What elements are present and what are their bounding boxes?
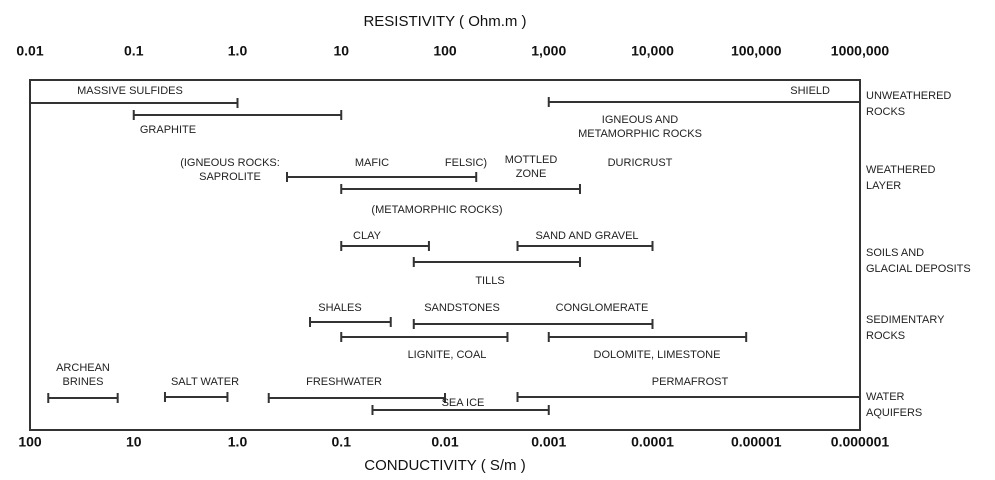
range-bar: [29, 98, 239, 108]
range-label: SEA ICE: [442, 397, 485, 409]
range-bar: [412, 257, 581, 267]
x-tick-label: 1000,000: [831, 43, 890, 59]
annotation: (IGNEOUS ROCKS:: [180, 157, 280, 169]
group-label: AQUIFERS: [866, 407, 922, 419]
annotation: FELSIC): [445, 157, 487, 169]
x2-axis-title: CONDUCTIVITY ( S/m ): [364, 457, 525, 474]
x-tick-label: 0.1: [124, 43, 144, 59]
range-label: GRAPHITE: [140, 124, 196, 136]
range-bar: [547, 97, 861, 107]
x-tick-label: 100,000: [731, 43, 782, 59]
group-label: ROCKS: [866, 330, 905, 342]
range-label: DOLOMITE, LIMESTONE: [594, 349, 721, 361]
range-label: SANDSTONES: [424, 302, 500, 314]
x-tick-label: 1,000: [531, 43, 566, 59]
group-label: SOILS AND: [866, 247, 924, 259]
range-bar: [412, 319, 654, 329]
range-label: ARCHEAN: [56, 362, 110, 374]
annotation: MOTTLED: [505, 154, 558, 166]
range-bar: [286, 172, 478, 182]
range-label: SHALES: [318, 302, 361, 314]
annotation: IGNEOUS AND: [602, 114, 678, 126]
annotation: ZONE: [516, 168, 547, 180]
x2-tick-label: 1.0: [228, 434, 248, 450]
chart-title: RESISTIVITY ( Ohm.m ): [363, 13, 526, 30]
range-bar: [340, 184, 581, 194]
range-bar: [516, 392, 861, 402]
range-label: CLAY: [353, 230, 382, 242]
plot-frame: [29, 79, 861, 431]
range-label: TILLS: [475, 275, 504, 287]
group-label: WEATHERED: [866, 164, 936, 176]
group-label: UNWEATHERED: [866, 90, 951, 102]
x2-tick-label: 0.00001: [731, 434, 782, 450]
x-tick-label: 10: [333, 43, 349, 59]
annotation: DURICRUST: [608, 157, 673, 169]
range-label: MASSIVE SULFIDES: [77, 85, 183, 97]
range-bar: [547, 332, 748, 342]
range-label: SAND AND GRAVEL: [535, 230, 638, 242]
group-label: ROCKS: [866, 106, 905, 118]
range-label: MAFIC: [355, 157, 389, 169]
annotation: METAMORPHIC ROCKS: [578, 128, 702, 140]
x2-tick-label: 10: [126, 434, 142, 450]
range-label: LIGNITE, COAL: [408, 349, 487, 361]
range-bar: [340, 241, 430, 251]
x2-tick-label: 0.1: [332, 434, 352, 450]
group-label: GLACIAL DEPOSITS: [866, 263, 971, 275]
range-label: (METAMORPHIC ROCKS): [371, 204, 502, 216]
range-bar: [267, 393, 446, 403]
x-tick-label: 0.01: [16, 43, 43, 59]
annotation: CONGLOMERATE: [556, 302, 649, 314]
range-bar: [371, 405, 550, 415]
x2-tick-label: 0.01: [431, 434, 458, 450]
group-label: SEDIMENTARY: [866, 314, 945, 326]
range-label: PERMAFROST: [652, 376, 729, 388]
annotation: SAPROLITE: [199, 171, 261, 183]
x-tick-label: 1.0: [228, 43, 248, 59]
range-bar: [47, 393, 119, 403]
x-tick-label: 10,000: [631, 43, 674, 59]
range-label: SHIELD: [790, 85, 830, 97]
group-label: WATER: [866, 391, 905, 403]
x2-tick-label: 100: [18, 434, 42, 450]
range-label: FRESHWATER: [306, 376, 382, 388]
range-bar: [132, 110, 343, 120]
x2-tick-label: 0.001: [531, 434, 566, 450]
range-bar: [309, 317, 392, 327]
range-bar: [163, 392, 229, 402]
x2-tick-label: 0.000001: [831, 434, 890, 450]
annotation: BRINES: [63, 376, 104, 388]
range-label: SALT WATER: [171, 376, 239, 388]
range-bar: [516, 241, 654, 251]
range-bar: [340, 332, 509, 342]
x2-tick-label: 0.0001: [631, 434, 674, 450]
x-tick-label: 100: [433, 43, 457, 59]
group-label: LAYER: [866, 180, 901, 192]
